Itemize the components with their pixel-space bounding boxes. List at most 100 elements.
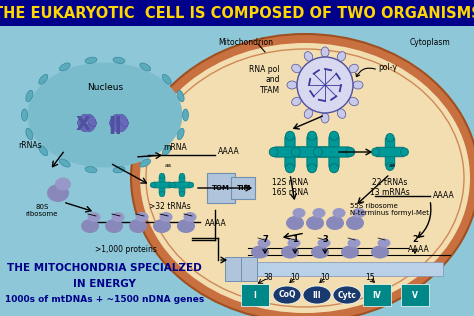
Ellipse shape — [177, 219, 195, 233]
Ellipse shape — [301, 148, 310, 156]
Ellipse shape — [159, 173, 164, 179]
Text: Cytc: Cytc — [337, 290, 356, 300]
Ellipse shape — [177, 90, 184, 102]
Ellipse shape — [78, 119, 88, 132]
Ellipse shape — [140, 159, 151, 167]
Ellipse shape — [292, 97, 301, 106]
Ellipse shape — [118, 119, 128, 132]
Text: AAAA: AAAA — [408, 246, 430, 254]
Ellipse shape — [26, 90, 33, 102]
FancyBboxPatch shape — [401, 284, 429, 306]
Ellipse shape — [85, 167, 97, 173]
Ellipse shape — [333, 286, 361, 304]
FancyBboxPatch shape — [241, 257, 257, 281]
Text: 22 tRNAs
13 mRNAs: 22 tRNAs 13 mRNAs — [370, 178, 410, 198]
Ellipse shape — [287, 81, 297, 89]
Ellipse shape — [110, 114, 119, 127]
Text: 2: 2 — [412, 235, 418, 245]
Text: 1000s of mtDNAs + ~1500 nDNA genes: 1000s of mtDNAs + ~1500 nDNA genes — [5, 295, 204, 305]
Text: 38: 38 — [263, 274, 273, 283]
Ellipse shape — [292, 148, 301, 156]
Ellipse shape — [162, 146, 171, 156]
Ellipse shape — [353, 208, 365, 218]
Text: X: X — [75, 116, 91, 135]
Text: AAAA: AAAA — [205, 220, 227, 228]
Ellipse shape — [329, 131, 338, 140]
Ellipse shape — [285, 164, 294, 173]
Ellipse shape — [372, 148, 380, 156]
Text: 15: 15 — [365, 274, 375, 283]
Ellipse shape — [179, 173, 184, 179]
Text: mRNA: mRNA — [163, 143, 187, 152]
Ellipse shape — [21, 109, 27, 121]
Text: III: III — [313, 290, 321, 300]
Ellipse shape — [47, 184, 69, 202]
Text: TIM: TIM — [237, 185, 251, 191]
Ellipse shape — [111, 212, 125, 222]
Ellipse shape — [308, 164, 317, 173]
Ellipse shape — [288, 239, 301, 247]
Ellipse shape — [140, 63, 151, 71]
Ellipse shape — [386, 162, 394, 170]
Ellipse shape — [257, 239, 271, 247]
Ellipse shape — [337, 52, 346, 61]
Ellipse shape — [349, 97, 358, 106]
Ellipse shape — [286, 216, 304, 230]
Text: 12S rRNA
16S rRNA: 12S rRNA 16S rRNA — [272, 178, 308, 198]
Ellipse shape — [332, 208, 346, 218]
FancyBboxPatch shape — [385, 138, 395, 166]
Ellipse shape — [85, 57, 97, 64]
Ellipse shape — [39, 146, 48, 156]
Ellipse shape — [170, 182, 175, 188]
Text: pol-γ: pol-γ — [378, 64, 397, 72]
FancyBboxPatch shape — [241, 284, 269, 306]
Text: AAAA: AAAA — [218, 148, 240, 156]
Ellipse shape — [292, 208, 306, 218]
Text: rRNAs: rRNAs — [18, 141, 42, 149]
Ellipse shape — [386, 134, 394, 142]
Text: 1: 1 — [292, 235, 298, 245]
Text: aa: aa — [164, 163, 172, 168]
Text: Mitochondrion: Mitochondrion — [218, 38, 273, 47]
FancyBboxPatch shape — [153, 182, 171, 188]
Text: 3: 3 — [322, 235, 328, 245]
Text: RNA pol
and
TFAM: RNA pol and TFAM — [249, 65, 280, 95]
FancyBboxPatch shape — [376, 147, 404, 157]
Ellipse shape — [304, 52, 313, 61]
Ellipse shape — [113, 167, 125, 173]
Text: 10: 10 — [320, 274, 330, 283]
Text: 10: 10 — [290, 274, 300, 283]
Ellipse shape — [297, 57, 353, 113]
Ellipse shape — [341, 246, 359, 258]
Ellipse shape — [162, 74, 171, 84]
Ellipse shape — [346, 148, 355, 156]
Text: 80S
ribosome: 80S ribosome — [26, 204, 58, 217]
FancyBboxPatch shape — [179, 176, 185, 194]
Text: TOM: TOM — [212, 185, 230, 191]
Ellipse shape — [55, 178, 71, 191]
Ellipse shape — [269, 148, 278, 156]
Text: 7: 7 — [262, 235, 268, 245]
Ellipse shape — [346, 216, 364, 230]
Ellipse shape — [347, 239, 361, 247]
Ellipse shape — [113, 57, 125, 64]
Ellipse shape — [371, 246, 389, 258]
Ellipse shape — [177, 128, 184, 140]
Ellipse shape — [131, 34, 474, 316]
Text: >1,000 proteins: >1,000 proteins — [95, 245, 157, 254]
FancyBboxPatch shape — [274, 147, 306, 157]
FancyBboxPatch shape — [363, 284, 391, 306]
Ellipse shape — [153, 219, 171, 233]
Ellipse shape — [308, 131, 317, 140]
Ellipse shape — [329, 164, 338, 173]
Text: V: V — [412, 290, 418, 300]
Ellipse shape — [273, 286, 301, 304]
FancyBboxPatch shape — [173, 182, 191, 188]
Ellipse shape — [26, 128, 33, 140]
Ellipse shape — [168, 182, 173, 188]
Ellipse shape — [304, 109, 313, 118]
FancyBboxPatch shape — [231, 177, 255, 199]
Text: AAAA: AAAA — [433, 191, 455, 200]
Ellipse shape — [303, 286, 331, 304]
Ellipse shape — [140, 43, 470, 313]
